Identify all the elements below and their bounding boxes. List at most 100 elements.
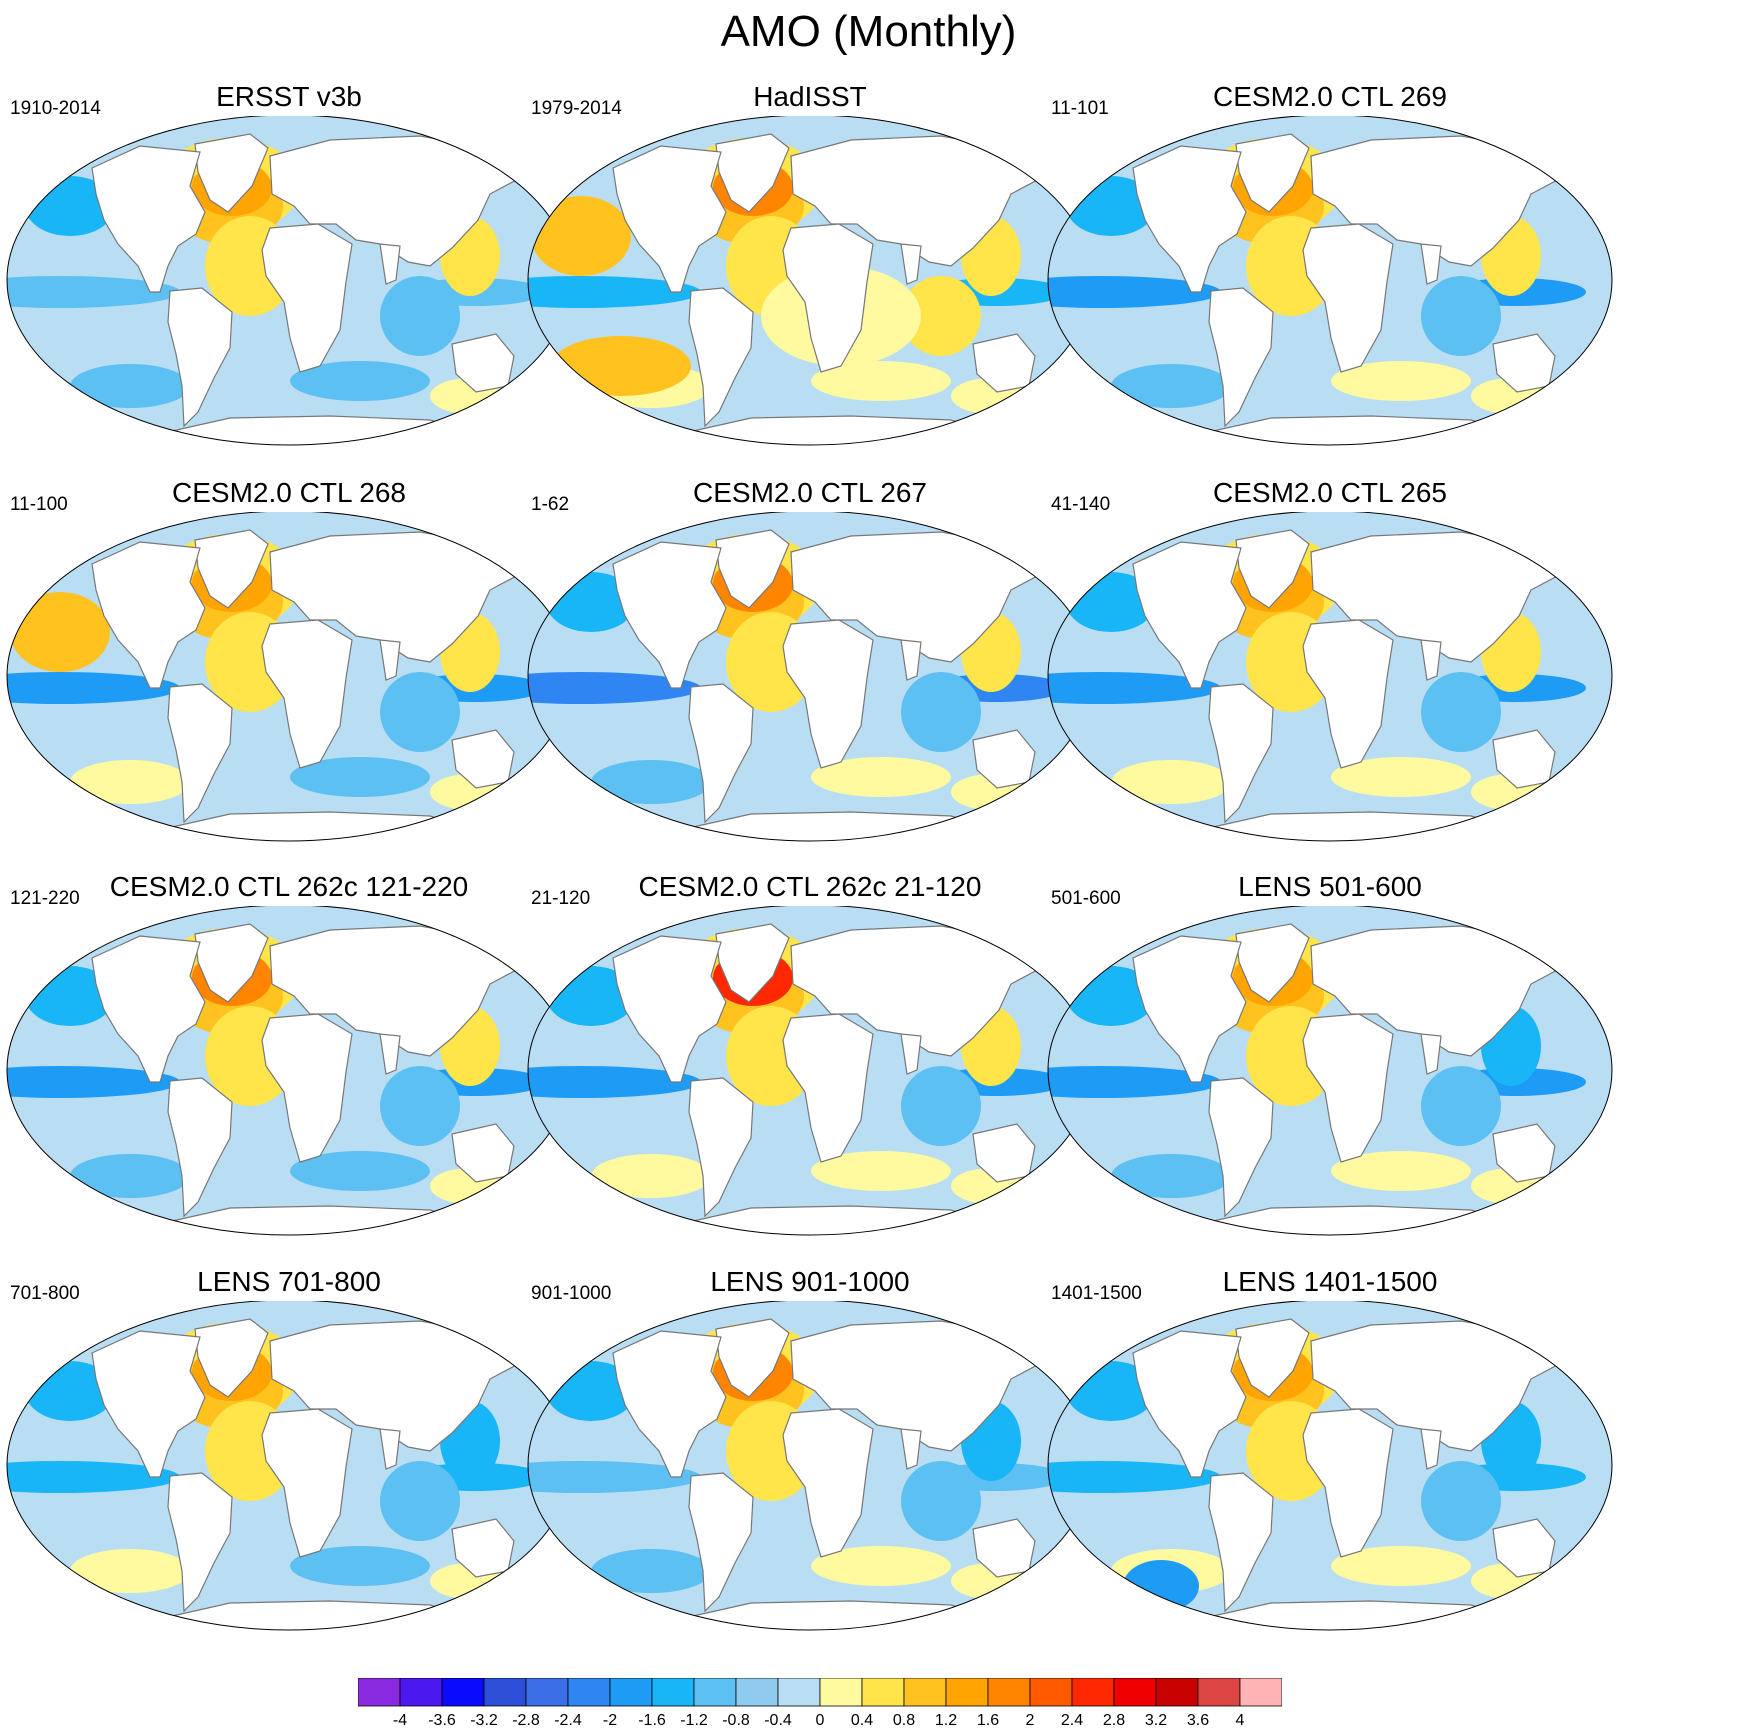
panel-period-label: 701-800: [10, 1283, 80, 1304]
anomaly-contour: [1111, 760, 1231, 804]
land-greenland: [715, 1318, 790, 1398]
colorbar-tick-label: -0.4: [764, 1712, 792, 1729]
land-africa: [1302, 223, 1394, 373]
land-samerica: [688, 287, 754, 428]
colorbar-tick-label: 1.2: [934, 1712, 958, 1729]
anomaly-contour: [528, 1461, 701, 1493]
panel-period-label: 11-101: [1051, 98, 1109, 119]
anomaly-contour: [7, 276, 180, 308]
land-greenland: [1235, 923, 1310, 1003]
anomaly-contour: [380, 1066, 460, 1146]
map-border: [1047, 116, 1613, 446]
anomaly-contour: [901, 1066, 981, 1146]
map-panel: CESM2.0 CTL 267 1-62: [521, 476, 1099, 871]
anomaly-contour: [1421, 672, 1501, 752]
world-map: [1047, 512, 1613, 842]
map-panel: CESM2.0 CTL 268 11-100: [0, 476, 578, 871]
anomaly-contour: [811, 757, 951, 797]
anomaly-contour: [70, 1154, 190, 1198]
land-greenland: [194, 133, 269, 213]
panel-title: ERSST v3b: [216, 81, 362, 112]
anomaly-contour: [1331, 1546, 1471, 1586]
panel-title: HadISST: [753, 81, 867, 112]
land-greenland: [194, 923, 269, 1003]
land-greenland: [715, 923, 790, 1003]
colorbar-tick-label: -1.2: [680, 1712, 708, 1729]
anomaly-contour: [7, 1461, 180, 1493]
land-africa: [261, 223, 353, 373]
anomaly-contour: [1048, 1066, 1221, 1098]
land-india: [379, 639, 401, 681]
land-namerica: [91, 1330, 206, 1478]
land-africa: [1302, 1408, 1394, 1558]
anomaly-contour: [290, 1151, 430, 1191]
colorbar-tick-label: 2.8: [1102, 1712, 1126, 1729]
map-border: [1047, 1301, 1613, 1631]
land-greenland: [1235, 133, 1310, 213]
land-greenland: [1235, 529, 1310, 609]
anomaly-contour: [380, 1461, 460, 1541]
colorbar-tick-label: 2: [1025, 1712, 1035, 1729]
colorbar-swatch: [1029, 1678, 1073, 1707]
map-panel: ERSST v3b 1910-2014: [0, 80, 578, 475]
anomaly-contour: [811, 1546, 951, 1586]
panel-period-label: 121-220: [10, 888, 80, 909]
map-panel: CESM2.0 CTL 262c 21-120 21-120: [521, 870, 1099, 1265]
anomaly-contour: [1331, 757, 1471, 797]
panel-period-label: 1401-1500: [1051, 1283, 1142, 1304]
anomaly-contour: [7, 1066, 180, 1098]
land-africa: [1302, 1013, 1394, 1163]
land-greenland: [194, 529, 269, 609]
map-border: [1047, 512, 1613, 842]
colorbar-tick-label: -1.6: [638, 1712, 666, 1729]
land-africa: [782, 1013, 874, 1163]
world-map: [1047, 116, 1613, 446]
anomaly-contour: [290, 757, 430, 797]
anomaly-contour: [528, 276, 701, 308]
world-map: [1047, 906, 1613, 1236]
anomaly-contour: [901, 1461, 981, 1541]
world-map: [1047, 1301, 1613, 1631]
land-namerica: [1132, 541, 1247, 689]
anomaly-contour: [591, 1154, 711, 1198]
colorbar-swatch: [819, 1678, 863, 1707]
colorbar-swatch: [987, 1678, 1031, 1707]
land-samerica: [1208, 683, 1274, 824]
panel-period-label: 901-1000: [531, 1283, 612, 1304]
anomaly-contour: [531, 196, 631, 276]
panel-title: CESM2.0 CTL 269: [1213, 81, 1447, 112]
map-panel: LENS 501-600 501-600: [1041, 870, 1619, 1265]
land-samerica: [688, 683, 754, 824]
colorbar-tick-label: -2: [602, 1712, 618, 1729]
anomaly-contour: [1331, 361, 1471, 401]
panel-title: CESM2.0 CTL 262c 21-120: [638, 871, 982, 902]
colorbar-swatch: [1239, 1678, 1282, 1707]
anomaly-contour: [551, 336, 691, 396]
anomaly-contour: [811, 1151, 951, 1191]
panel-period-label: 501-600: [1051, 888, 1121, 909]
colorbar-swatch: [945, 1678, 989, 1707]
world-map: [6, 512, 572, 842]
panel-title: LENS 701-800: [197, 1266, 381, 1297]
land-africa: [782, 619, 874, 769]
anomaly-contour: [380, 672, 460, 752]
panel-title: LENS 1401-1500: [1222, 1266, 1438, 1297]
panel-period-label: 1-62: [531, 494, 570, 515]
panel-period-label: 41-140: [1051, 494, 1111, 515]
colorbar-tick-label: 3.6: [1186, 1712, 1210, 1729]
colorbar-swatch: [903, 1678, 947, 1707]
land-samerica: [167, 287, 233, 428]
land-india: [900, 639, 922, 681]
map-panel: CESM2.0 CTL 269 11-101: [1041, 80, 1619, 475]
map-border: [1047, 906, 1613, 1236]
anomaly-contour: [1111, 1154, 1231, 1198]
anomaly-contour: [1421, 1461, 1501, 1541]
colorbar-tick-label: 0.8: [892, 1712, 916, 1729]
anomaly-contour: [10, 592, 110, 672]
land-india: [900, 1428, 922, 1470]
panel-title: CESM2.0 CTL 267: [693, 477, 927, 508]
land-greenland: [715, 529, 790, 609]
panel-title: CESM2.0 CTL 268: [172, 477, 406, 508]
colorbar-swatch: [525, 1678, 569, 1707]
colorbar-swatch: [609, 1678, 653, 1707]
